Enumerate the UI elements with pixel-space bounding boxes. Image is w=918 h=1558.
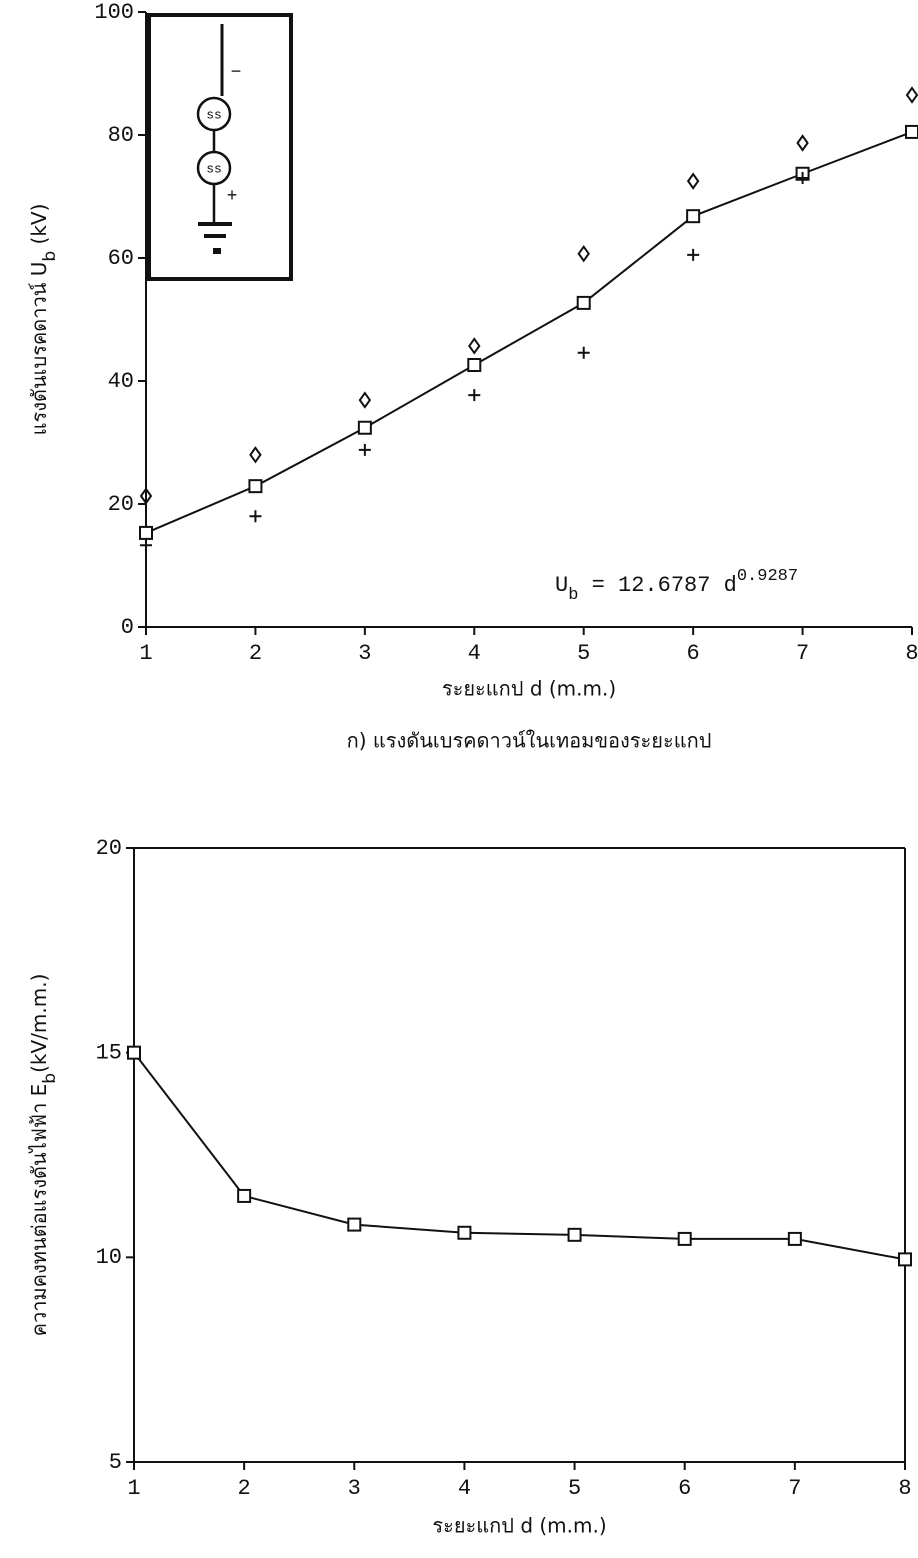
- point-diamond: [796, 134, 809, 152]
- y-axis-label: ความคงทนต่อแรงดันไฟฟ้า Eb(kV/m.m.): [27, 974, 61, 1337]
- point-square: [787, 1231, 802, 1246]
- x-axis-label: ระยะแกป d (m.m.): [442, 677, 616, 701]
- x-tick-label: 1: [139, 641, 152, 666]
- point-plus: [249, 510, 262, 523]
- y-tick-label: 40: [108, 369, 134, 394]
- point-square: [357, 420, 372, 435]
- x-tick-label: 3: [348, 1476, 361, 1501]
- y-axis-label-part: b: [40, 1073, 60, 1084]
- y-tick-label: 10: [96, 1245, 122, 1270]
- y-tick-label: 80: [108, 123, 134, 148]
- x-axis-label: ระยะแกป d (m.m.): [432, 1514, 606, 1538]
- point-plus: [468, 389, 481, 402]
- point-plus: [140, 539, 152, 552]
- inset-label: ss: [206, 161, 222, 176]
- point-square: [139, 525, 153, 540]
- point-square: [467, 358, 482, 373]
- x-tick-label: 3: [358, 641, 371, 666]
- x-tick-label: 4: [468, 641, 481, 666]
- point-square: [905, 124, 918, 139]
- x-tick-label: 7: [796, 641, 809, 666]
- point-square: [576, 295, 591, 310]
- point-square: [567, 1227, 582, 1242]
- y-tick-label: 0: [121, 615, 134, 640]
- point-diamond: [249, 446, 262, 464]
- x-tick-label: 2: [238, 1476, 251, 1501]
- inset-ground: [213, 248, 221, 254]
- x-tick-label: 6: [678, 1476, 691, 1501]
- x-tick-label: 7: [788, 1476, 801, 1501]
- point-diamond: [139, 487, 153, 505]
- point-diamond: [358, 391, 372, 409]
- annotation-part: 0.9287: [737, 567, 798, 586]
- annotation: Ub = 12.6787 d0.9287: [555, 567, 798, 605]
- series-line: [145, 130, 913, 534]
- y-axis-label-part: (kV): [27, 204, 51, 251]
- point-diamond: [686, 172, 700, 190]
- point-plus: [796, 172, 809, 185]
- x-tick-label: 8: [905, 641, 918, 666]
- y-axis-label-part: (kV/m.m.): [27, 974, 51, 1073]
- point-square: [127, 1045, 141, 1060]
- x-tick-label: 6: [687, 641, 700, 666]
- point-square: [686, 209, 701, 224]
- inset-label: −: [231, 63, 242, 83]
- y-tick-label: 60: [108, 246, 134, 271]
- caption: ก) แรงดันเบรคดาวน์ในเทอมของระยะแกป: [347, 729, 712, 753]
- y-tick-label: 20: [96, 836, 122, 861]
- inset-label: ss: [206, 107, 222, 122]
- y-tick-label: 100: [94, 0, 134, 25]
- point-square: [237, 1188, 252, 1203]
- point-diamond: [905, 86, 918, 104]
- y-axis-label-part: ความคงทนต่อแรงดันไฟฟ้า E: [27, 1084, 51, 1337]
- point-plus: [687, 248, 700, 261]
- point-plus: [358, 443, 371, 456]
- annotation-part: b: [568, 586, 578, 605]
- annotation-part: U: [555, 573, 568, 598]
- annotation-part: = 12.6787 d: [578, 573, 736, 598]
- inset-diagram: ss ss − +: [147, 13, 293, 281]
- x-tick-label: 1: [127, 1476, 140, 1501]
- point-diamond: [468, 337, 481, 355]
- y-axis-label-part: แรงดันเบรคดาวน์ U: [27, 262, 51, 436]
- y-axis-label-part: b: [40, 251, 60, 262]
- y-tick-label: 15: [96, 1040, 122, 1065]
- point-plus: [577, 346, 590, 359]
- inset-label: +: [227, 187, 238, 207]
- point-diamond: [577, 244, 590, 263]
- inset-frame: [147, 13, 293, 281]
- series-line: [133, 1052, 906, 1261]
- point-square: [248, 479, 263, 494]
- y-tick-label: 20: [108, 492, 134, 517]
- point-square: [347, 1217, 362, 1232]
- x-tick-label: 5: [568, 1476, 581, 1501]
- x-tick-label: 2: [249, 641, 262, 666]
- point-square: [677, 1231, 692, 1246]
- x-tick-label: 5: [577, 641, 590, 666]
- y-tick-label: 5: [109, 1450, 122, 1475]
- point-square: [898, 1252, 912, 1267]
- x-tick-label: 8: [898, 1476, 911, 1501]
- x-tick-label: 4: [458, 1476, 471, 1501]
- point-square: [457, 1225, 472, 1240]
- y-axis-label: แรงดันเบรคดาวน์ Ub (kV): [27, 204, 61, 436]
